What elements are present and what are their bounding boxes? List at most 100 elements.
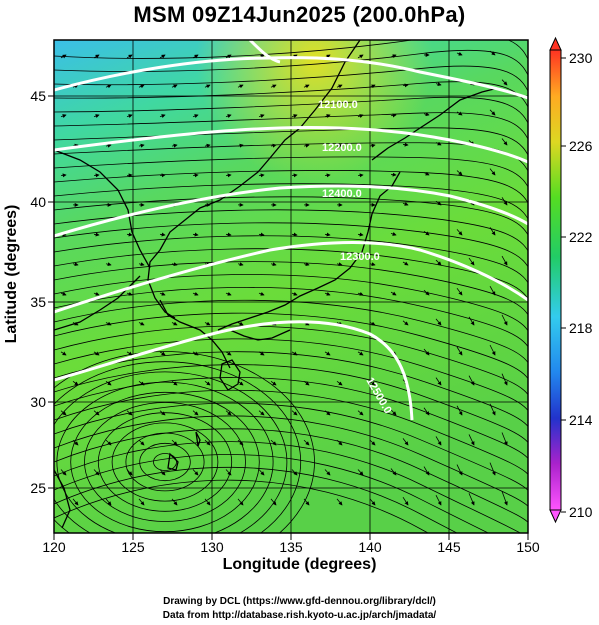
streamline: [54, 40, 528, 60]
flow-arrow: [225, 173, 232, 178]
contour-label: 12200.0: [322, 142, 362, 154]
flow-arrow: [204, 380, 211, 386]
y-axis-ticks: [48, 95, 54, 489]
flow-arrow: [303, 262, 310, 267]
flow-arrow: [336, 84, 343, 89]
flow-arrow: [390, 468, 397, 476]
flow-arrow: [60, 469, 67, 476]
streamline: [54, 377, 528, 459]
streamline: [54, 127, 528, 156]
flow-arrow: [435, 82, 442, 87]
x-tick-label: 150: [516, 539, 540, 555]
flow-arrow: [159, 291, 166, 296]
flow-arrow: [60, 114, 67, 118]
flow-arrow: [270, 439, 277, 446]
circulation-streamline: [139, 442, 191, 482]
flow-arrow: [72, 498, 79, 506]
circulation-streamline: [56, 381, 274, 533]
streamline: [54, 415, 528, 507]
coastlines: [54, 40, 499, 529]
flow-arrow: [501, 197, 508, 206]
flow-arrow: [138, 321, 145, 326]
flow-arrow: [357, 410, 364, 416]
flow-arrow: [93, 114, 100, 118]
streamline: [54, 222, 528, 268]
flow-arrow: [258, 469, 265, 476]
flow-arrow: [489, 168, 496, 176]
flow-arrow: [336, 439, 343, 446]
flow-arrow: [501, 314, 508, 326]
contour-label: 12300.0: [340, 251, 380, 263]
colorbar-tick-label: 218: [569, 320, 593, 336]
flow-arrow: [60, 410, 67, 416]
flow-arrow: [357, 351, 364, 356]
flow-arrow: [324, 351, 331, 356]
flow-arrow: [501, 432, 508, 446]
streamline: [54, 248, 528, 300]
flow-arrow: [489, 109, 496, 116]
streamline: [54, 274, 528, 332]
flow-arrow: [468, 375, 475, 386]
flow-arrow: [303, 84, 310, 89]
flow-arrow: [435, 377, 442, 386]
streamline: [54, 49, 528, 76]
contour-label: 12100.0: [318, 99, 358, 111]
credit-drawing: Drawing by DCL (https://www.gfd-dennou.o…: [163, 596, 436, 607]
colorbar-tick-label: 226: [569, 138, 593, 154]
flow-arrow: [402, 83, 409, 88]
flow-arrow: [402, 497, 409, 506]
flow-arrow: [258, 173, 265, 178]
flow-arrow: [258, 232, 265, 237]
flow-arrow: [159, 351, 166, 356]
flow-arrow: [357, 469, 364, 476]
lat-lon-grid: [54, 40, 528, 533]
flow-arrow: [369, 439, 376, 446]
flow-arrow: [468, 434, 475, 446]
flow-arrow: [456, 170, 463, 176]
colorbar-tick-label: 230: [569, 50, 593, 66]
flow-arrow: [423, 171, 430, 176]
streamline: [54, 112, 528, 140]
flow-arrow: [204, 84, 211, 89]
flow-arrow: [324, 173, 331, 178]
y-axis-label: Latitude (degrees): [3, 204, 20, 344]
flow-arrow: [324, 232, 331, 237]
flow-arrow: [225, 232, 232, 237]
flow-arrow: [192, 54, 199, 59]
flow-arrow: [192, 173, 199, 178]
flow-arrow: [435, 436, 442, 446]
plot-area: [54, 40, 528, 533]
flow-arrow: [369, 321, 376, 326]
flow-arrow: [126, 173, 133, 178]
flow-arrow: [258, 291, 265, 296]
flow-arrow: [225, 54, 232, 59]
flow-arrow: [138, 498, 145, 506]
flow-arrow: [258, 351, 265, 356]
flow-arrow: [369, 262, 376, 267]
flow-arrow: [435, 318, 442, 326]
flow-arrow: [237, 498, 244, 506]
flow-arrow: [303, 380, 310, 386]
flow-arrow: [303, 498, 310, 506]
flow-arrow: [501, 255, 508, 266]
flow-arrow: [126, 291, 133, 296]
flow-arrow: [291, 351, 298, 356]
streamline: [54, 389, 528, 475]
flow-arrow: [357, 114, 364, 118]
flow-arrow: [237, 262, 244, 267]
flow-arrow: [159, 114, 166, 118]
streamline: [54, 261, 528, 316]
flow-arrow: [126, 232, 133, 237]
flow-arrow: [204, 498, 211, 506]
flow-arrow: [60, 291, 67, 296]
colorbar-tick-labels: 230 226 222 218 214 210: [569, 50, 593, 520]
x-tick-labels: 120 125 130 135 140 145 150: [42, 539, 540, 555]
flow-arrow: [225, 351, 232, 356]
flow-arrow: [105, 262, 112, 267]
flow-arrow: [126, 114, 133, 118]
flow-arrow: [138, 262, 145, 267]
colorbar: 230 226 222 218 214 210: [549, 36, 593, 524]
flow-arrow: [105, 143, 112, 148]
flow-arrow: [138, 380, 145, 386]
